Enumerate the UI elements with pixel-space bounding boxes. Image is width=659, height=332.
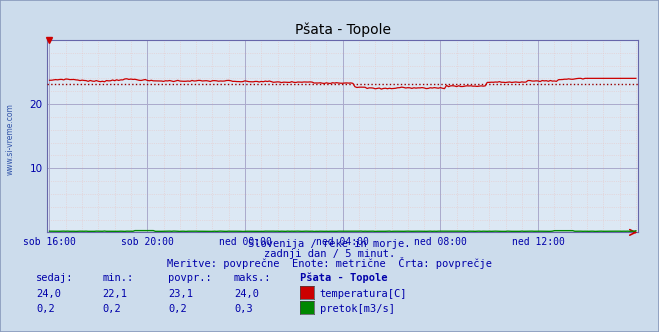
Text: 0,3: 0,3 [234,304,252,314]
Text: 24,0: 24,0 [234,289,259,299]
Text: min.:: min.: [102,273,133,283]
Text: povpr.:: povpr.: [168,273,212,283]
Text: Slovenija / reke in morje.: Slovenija / reke in morje. [248,239,411,249]
Text: Pšata - Topole: Pšata - Topole [300,272,387,283]
Text: 0,2: 0,2 [168,304,186,314]
Text: Meritve: povprečne  Enote: metrične  Črta: povprečje: Meritve: povprečne Enote: metrične Črta:… [167,257,492,269]
Text: www.si-vreme.com: www.si-vreme.com [5,104,14,175]
Text: maks.:: maks.: [234,273,272,283]
Text: 23,1: 23,1 [168,289,193,299]
Text: sedaj:: sedaj: [36,273,74,283]
Text: pretok[m3/s]: pretok[m3/s] [320,304,395,314]
Text: 24,0: 24,0 [36,289,61,299]
Text: temperatura[C]: temperatura[C] [320,289,407,299]
Text: 0,2: 0,2 [36,304,55,314]
Text: 22,1: 22,1 [102,289,127,299]
Text: zadnji dan / 5 minut.: zadnji dan / 5 minut. [264,249,395,259]
Text: 0,2: 0,2 [102,304,121,314]
Title: Pšata - Topole: Pšata - Topole [295,23,391,37]
